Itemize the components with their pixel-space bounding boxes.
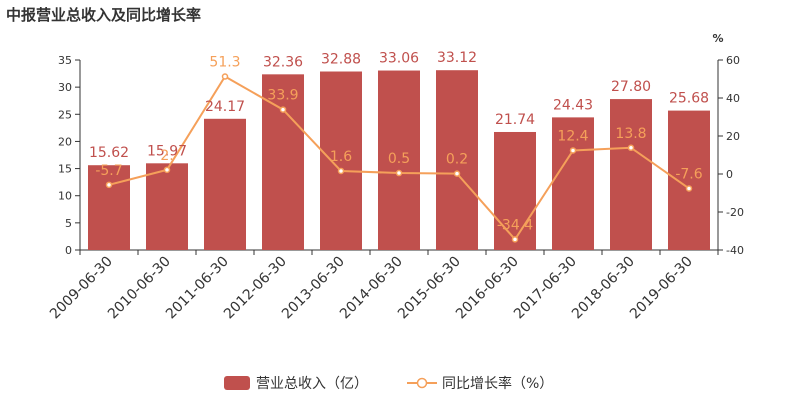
bar-value-label: 15.62 xyxy=(89,145,129,161)
line-point xyxy=(395,169,403,177)
line-value-label: -34.4 xyxy=(497,217,533,233)
line-point xyxy=(105,181,113,189)
growth-line xyxy=(105,73,693,243)
x-tick-label: 2019-06-30 xyxy=(627,254,696,323)
y-right-tick-label: 0 xyxy=(726,168,733,181)
bar-value-label: 24.17 xyxy=(205,99,245,115)
bar xyxy=(436,70,478,250)
bar-value-label: 27.80 xyxy=(611,79,651,95)
line-point xyxy=(453,170,461,177)
y-left-tick-label: 30 xyxy=(58,81,72,94)
bars xyxy=(88,70,710,251)
bar xyxy=(552,117,594,250)
bar xyxy=(494,131,536,250)
y-left-tick-label: 15 xyxy=(58,163,72,176)
y-left-tick-label: 25 xyxy=(58,108,72,121)
y-right-tick-label: 60 xyxy=(726,54,740,67)
line-value-label: 0.5 xyxy=(388,151,410,167)
bar xyxy=(320,71,362,250)
bar xyxy=(668,110,710,250)
line-point xyxy=(163,166,171,174)
line-point xyxy=(569,147,577,154)
line-point xyxy=(627,144,635,152)
line-point xyxy=(685,185,693,192)
bar xyxy=(146,163,188,250)
bar-value-label: 21.74 xyxy=(495,112,535,128)
legend-bar-swatch xyxy=(224,376,250,390)
bar xyxy=(378,70,420,250)
bar-value-label: 33.06 xyxy=(379,51,419,67)
y-right-tick-label: 40 xyxy=(726,92,740,105)
line-value-label: 0.2 xyxy=(446,152,468,168)
legend-bar-label: 营业总收入（亿） xyxy=(256,376,368,392)
bar-value-label: 25.68 xyxy=(669,91,709,107)
line-value-label: 33.9 xyxy=(267,88,298,104)
y-right-unit: % xyxy=(712,32,723,45)
data-labels: 15.62 15.97 24.17 32.36 32.88 33.06 33.12 21.74… xyxy=(89,50,709,233)
y-right-tick-label: -40 xyxy=(726,244,744,257)
line-value-label: 51.3 xyxy=(209,55,240,71)
legend-line-label: 同比增长率（%） xyxy=(442,375,553,392)
bar xyxy=(88,165,130,250)
y-left-tick-label: 20 xyxy=(58,135,72,148)
y-left-tick-label: 0 xyxy=(65,244,72,257)
legend-line-marker xyxy=(416,377,428,389)
bar-value-label: 32.36 xyxy=(263,54,303,70)
bar-value-label: 15.97 xyxy=(147,143,187,159)
line-value-label: -5.7 xyxy=(95,163,122,179)
bar xyxy=(610,99,652,250)
y-left-tick-label: 35 xyxy=(58,54,72,67)
line-point xyxy=(511,236,519,243)
bar xyxy=(262,74,304,251)
bar-value-label: 24.43 xyxy=(553,97,593,113)
line-value-label: 13.8 xyxy=(615,126,646,142)
y-right-tick-label: 20 xyxy=(726,130,740,143)
line-point xyxy=(337,167,345,175)
y-left-tick-label: 5 xyxy=(65,217,72,230)
bar-value-label: 32.88 xyxy=(321,52,361,68)
line-value-label: -7.6 xyxy=(675,166,702,182)
line-point xyxy=(221,73,229,80)
line-value-label: 1.6 xyxy=(330,149,352,165)
y-left-tick-label: 10 xyxy=(58,190,72,203)
y-right-tick-label: -20 xyxy=(726,206,744,219)
chart-title: 中报营业总收入及同比增长率 xyxy=(6,6,202,24)
bar xyxy=(204,118,246,250)
line-value-label: 2. xyxy=(160,148,173,164)
line-value-label: 12.4 xyxy=(557,128,588,144)
line-point xyxy=(279,106,287,113)
legend: 营业总收入（亿） 同比增长率（%） xyxy=(224,375,553,392)
bar-value-label: 33.12 xyxy=(437,50,477,66)
